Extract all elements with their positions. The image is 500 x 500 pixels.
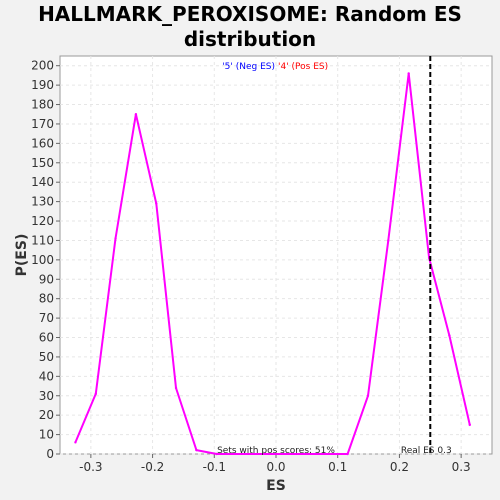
data-point (134, 113, 138, 116)
data-point (174, 386, 178, 390)
y-tick-label: 180 (31, 98, 54, 112)
x-tick-label: -0.3 (79, 460, 102, 474)
data-layer (74, 56, 471, 456)
y-tick-label: 30 (39, 389, 54, 403)
legend-neg-label: '5' (Neg ES) (222, 62, 275, 72)
y-tick-label: 40 (39, 369, 54, 383)
chart-title-line2: distribution (183, 27, 317, 51)
axis-layer: 0 10 20 30 40 50 60 70 80 90 100 110 120 130 140 150 160… (31, 59, 471, 474)
y-tick-label: 80 (39, 292, 54, 306)
y-tick-label: 130 (31, 195, 54, 209)
y-tick-label: 20 (39, 408, 54, 422)
y-tick-label: 10 (39, 428, 54, 442)
data-point (114, 237, 117, 240)
y-tick-label: 50 (39, 350, 54, 364)
data-point (468, 423, 471, 427)
annotation-layer: '5' (Neg ES) '4' (Pos ES) Sets with pos … (217, 62, 452, 456)
y-tick-label: 0 (46, 447, 54, 461)
y-tick-label: 170 (31, 117, 54, 131)
real-es-label: Real ES 0.3 (401, 446, 452, 456)
y-tick-label: 140 (31, 175, 54, 189)
data-point (94, 392, 97, 396)
data-point (215, 452, 218, 456)
y-tick-label: 110 (31, 233, 54, 247)
data-point (195, 448, 198, 452)
y-tick-label: 60 (39, 331, 54, 345)
x-tick-label: 0.3 (452, 460, 471, 474)
x-tick-label: 0.1 (328, 460, 347, 474)
chart-title-line1: HALLMARK_PEROXISOME: Random ES (38, 2, 462, 26)
x-tick-label: 0.2 (390, 460, 409, 474)
x-tick-label: 0.0 (266, 460, 285, 474)
y-tick-label: 90 (39, 272, 54, 286)
y-tick-label: 200 (31, 59, 54, 73)
y-axis-title: P(ES) (14, 234, 30, 277)
x-axis-title: ES (266, 478, 286, 494)
data-point (407, 72, 410, 75)
y-tick-label: 190 (31, 78, 54, 92)
y-tick-label: 70 (39, 311, 54, 325)
data-point (74, 441, 77, 444)
y-tick-label: 160 (31, 136, 54, 150)
y-tick-label: 100 (31, 253, 54, 267)
y-tick-label: 150 (31, 156, 54, 170)
data-point (448, 334, 451, 337)
y-tick-label: 120 (31, 214, 54, 228)
data-point (366, 394, 370, 397)
data-point (387, 239, 390, 242)
data-point (155, 202, 158, 205)
x-tick-label: -0.2 (141, 460, 164, 474)
sets-pos-scores-note: Sets with pos scores: 51% (217, 446, 335, 456)
chart-title: HALLMARK_PEROXISOME: Random ES distribut… (0, 2, 500, 52)
data-point (346, 452, 349, 456)
x-tick-label: -0.1 (203, 460, 226, 474)
grid-layer (60, 56, 492, 455)
legend-pos-label: '4' (Pos ES) (278, 62, 328, 72)
